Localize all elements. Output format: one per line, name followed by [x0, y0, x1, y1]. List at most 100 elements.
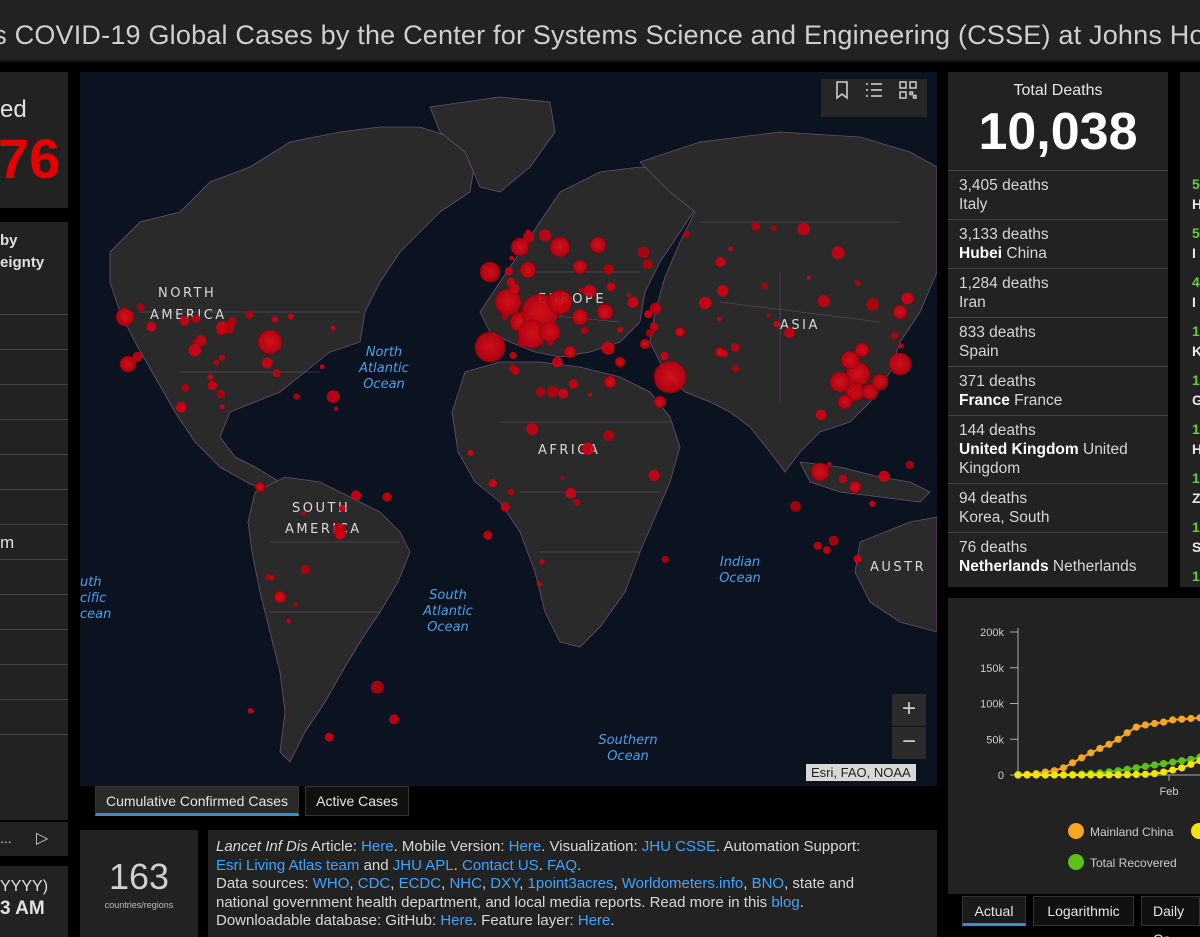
case-bubble[interactable]: [559, 312, 564, 316]
series-point-0[interactable]: [1078, 754, 1086, 762]
case-bubble[interactable]: [878, 470, 890, 482]
series-point-2[interactable]: [1196, 757, 1200, 765]
case-bubble[interactable]: [254, 481, 266, 493]
case-bubble[interactable]: [854, 280, 861, 287]
case-bubble[interactable]: [382, 492, 392, 502]
case-bubble[interactable]: [247, 708, 254, 714]
case-bubble[interactable]: [287, 313, 294, 320]
case-bubble[interactable]: [852, 389, 858, 395]
source-link-worldometers[interactable]: Worldometers.info: [621, 875, 744, 893]
case-bubble[interactable]: [509, 351, 517, 359]
case-bubble[interactable]: [293, 602, 299, 607]
case-bubble[interactable]: [720, 349, 728, 358]
case-bubble[interactable]: [751, 221, 760, 231]
case-bubble[interactable]: [507, 488, 515, 496]
case-bubble[interactable]: [509, 255, 514, 261]
case-bubble[interactable]: [539, 559, 545, 565]
world-map[interactable]: North Atlantic Ocean South Atlantic Ocea…: [80, 72, 937, 786]
case-bubble[interactable]: [546, 385, 559, 398]
case-bubble[interactable]: [627, 296, 639, 308]
series-point-2[interactable]: [1114, 771, 1122, 779]
case-bubble[interactable]: [319, 364, 325, 370]
series-point-2[interactable]: [1078, 771, 1086, 779]
case-bubble[interactable]: [119, 355, 137, 373]
case-bubble[interactable]: [588, 392, 593, 397]
source-link-dxy[interactable]: DXY: [490, 875, 520, 893]
source-link-1point3acres[interactable]: 1point3acres: [527, 875, 614, 893]
case-bubble[interactable]: [330, 325, 336, 331]
death-row[interactable]: 833 deaths Spain: [948, 317, 1168, 366]
case-bubble[interactable]: [272, 369, 281, 378]
case-bubble[interactable]: [828, 535, 839, 546]
series-point-1[interactable]: [1187, 755, 1195, 763]
case-bubble[interactable]: [218, 354, 225, 361]
case-bubble[interactable]: [494, 288, 522, 316]
case-bubble[interactable]: [257, 329, 283, 355]
case-bubble[interactable]: [766, 313, 771, 318]
case-bubble[interactable]: [571, 308, 589, 326]
zoom-in-button[interactable]: +: [892, 694, 926, 726]
list-item[interactable]: [0, 595, 68, 630]
case-bubble[interactable]: [389, 714, 400, 725]
case-bubble[interactable]: [853, 554, 862, 563]
case-bubble[interactable]: [351, 490, 362, 501]
case-bubble[interactable]: [837, 394, 853, 410]
case-bubble[interactable]: [761, 283, 768, 290]
case-bubble[interactable]: [474, 331, 506, 363]
case-bubbles[interactable]: [115, 221, 915, 742]
series-point-0[interactable]: [1196, 714, 1200, 722]
case-bubble[interactable]: [901, 292, 914, 305]
source-link-ecdc[interactable]: ECDC: [398, 875, 442, 893]
case-bubble[interactable]: [773, 320, 780, 328]
case-bubble[interactable]: [517, 338, 526, 348]
case-bubble[interactable]: [854, 342, 870, 358]
case-bubble[interactable]: [861, 383, 879, 401]
case-bubble[interactable]: [683, 230, 691, 238]
case-bubble[interactable]: [563, 345, 577, 359]
case-bubble[interactable]: [823, 546, 831, 554]
case-bubble[interactable]: [646, 329, 654, 338]
case-bubble[interactable]: [715, 257, 726, 267]
series-point-2[interactable]: [1023, 771, 1031, 779]
case-bubble[interactable]: [614, 356, 626, 368]
series-point-2[interactable]: [1041, 771, 1049, 779]
case-bubble[interactable]: [273, 590, 287, 604]
series-point-2[interactable]: [1169, 766, 1177, 774]
case-bubble[interactable]: [790, 501, 801, 512]
death-row[interactable]: 371 deaths France France: [948, 366, 1168, 415]
case-bubble[interactable]: [797, 222, 810, 236]
case-bubble[interactable]: [603, 264, 614, 275]
series-point-2[interactable]: [1132, 770, 1140, 779]
series-point-2[interactable]: [1187, 760, 1195, 768]
map-canvas[interactable]: North Atlantic Ocean South Atlantic Ocea…: [80, 72, 937, 786]
list-icon[interactable]: [863, 79, 885, 101]
case-bubble[interactable]: [660, 351, 669, 361]
list-item[interactable]: m: [0, 525, 68, 560]
case-bubble[interactable]: [300, 510, 306, 516]
case-bubble[interactable]: [549, 236, 571, 258]
series-point-1[interactable]: [1178, 757, 1186, 765]
case-bubble[interactable]: [815, 409, 827, 421]
series-point-2[interactable]: [1032, 771, 1040, 779]
series-point-2[interactable]: [1059, 771, 1068, 779]
case-bubble[interactable]: [479, 261, 501, 283]
series-point-0[interactable]: [1105, 740, 1113, 748]
case-bubble[interactable]: [589, 236, 607, 254]
series-point-0[interactable]: [1178, 715, 1186, 723]
faq-link[interactable]: FAQ: [547, 856, 578, 874]
case-bubble[interactable]: [810, 462, 830, 482]
source-link-who[interactable]: WHO: [312, 875, 350, 893]
case-bubble[interactable]: [500, 502, 510, 512]
case-bubble[interactable]: [826, 461, 832, 467]
case-bubble[interactable]: [176, 401, 187, 413]
case-bubble[interactable]: [483, 530, 493, 540]
case-bubble[interactable]: [888, 352, 912, 376]
article-link[interactable]: Here: [361, 838, 394, 855]
series-point-1[interactable]: [1169, 758, 1177, 766]
case-bubble[interactable]: [648, 470, 660, 481]
list-item[interactable]: [0, 315, 68, 350]
case-bubble[interactable]: [770, 225, 777, 232]
case-bubble[interactable]: [831, 246, 845, 260]
death-row[interactable]: 3,133 deaths Hubei China: [948, 219, 1168, 268]
series-point-1[interactable]: [1150, 761, 1159, 769]
